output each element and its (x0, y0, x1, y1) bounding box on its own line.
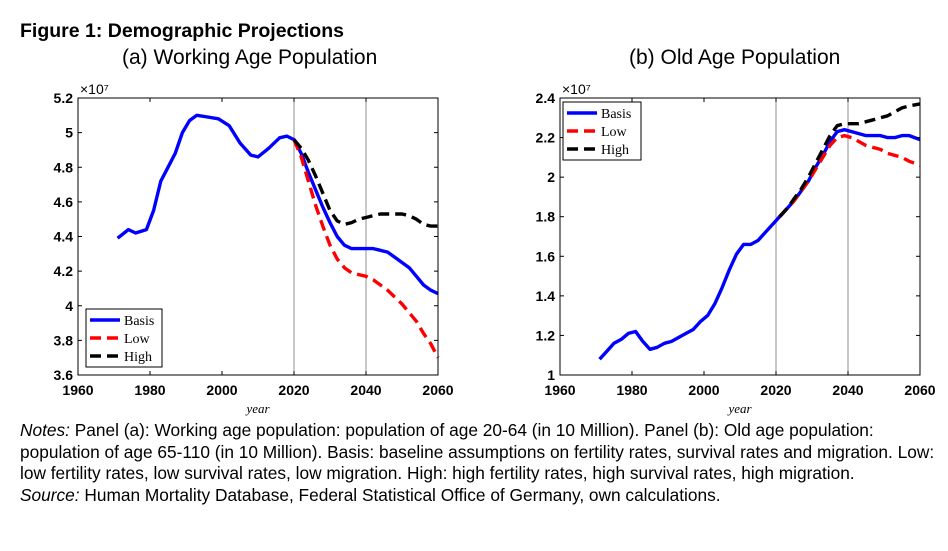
y-tick-label: 3.8 (54, 332, 74, 348)
plot-frame (559, 97, 921, 376)
y-tick-label: 1 (547, 367, 555, 383)
x-tick-label: 2000 (688, 382, 719, 398)
panel-a-title: (a) Working Age Population (122, 46, 378, 69)
y-tick-label: 1.8 (536, 209, 556, 225)
x-tick-label: 1960 (544, 382, 575, 398)
figure-notes: Notes: Panel (a): Working age population… (20, 420, 940, 506)
legend-label-basis: Basis (124, 314, 154, 329)
y-tick-label: 3.6 (54, 367, 74, 383)
notes-text: Panel (a): Working age population: popul… (20, 420, 935, 483)
x-tick-label: 2020 (278, 382, 309, 398)
y-tick-label: 4.2 (54, 263, 74, 279)
notes-paragraph: Notes: Panel (a): Working age population… (20, 420, 940, 485)
y-tick-label: 2 (547, 169, 555, 185)
series-line-high (778, 102, 921, 218)
legend-label-low: Low (601, 125, 628, 140)
y-tick-label: 4.8 (54, 159, 74, 175)
legend-label-low: Low (124, 332, 151, 347)
y-tick-label: 4.6 (54, 194, 74, 210)
y-tick-label: 1.4 (536, 288, 556, 304)
y-tick-label: 1.2 (536, 327, 556, 343)
x-tick-label: 2040 (350, 382, 381, 398)
legend-label-basis: Basis (601, 107, 631, 122)
x-axis-label: year (726, 401, 752, 416)
y-exponent-label: ×10⁷ (562, 81, 591, 97)
figure-title: Figure 1: Demographic Projections (20, 20, 344, 42)
y-tick-label: 5.2 (54, 90, 74, 106)
source-label: Source: (20, 484, 80, 505)
x-tick-label: 1960 (62, 382, 93, 398)
y-exponent-label: ×10⁷ (80, 81, 109, 97)
series-line-basis (598, 127, 921, 361)
y-tick-label: 4.4 (54, 229, 74, 245)
x-tick-label: 1980 (134, 382, 165, 398)
legend-label-high: High (124, 350, 152, 365)
x-axis-label: year (244, 401, 270, 416)
legend-label-high: High (601, 143, 629, 158)
y-tick-label: 5 (65, 125, 73, 141)
series-line-low (292, 138, 440, 359)
y-tick-label: 4 (65, 298, 73, 314)
y-tick-label: 2.2 (536, 130, 556, 146)
x-tick-label: 1980 (616, 382, 647, 398)
y-tick-label: 1.6 (536, 248, 556, 264)
source-text: Human Mortality Database, Federal Statis… (79, 484, 721, 505)
x-tick-label: 2040 (832, 382, 863, 398)
panel-b-title: (b) Old Age Population (629, 46, 841, 69)
x-tick-label: 2000 (206, 382, 237, 398)
y-tick-label: 2.4 (536, 90, 556, 106)
notes-label: Notes: (20, 420, 70, 440)
source-paragraph: Source: Human Mortality Database, Federa… (20, 485, 940, 507)
series-line-low (778, 133, 921, 218)
x-tick-label: 2060 (422, 382, 453, 398)
x-tick-label: 2060 (904, 382, 935, 398)
x-tick-label: 2020 (760, 382, 791, 398)
series-line-high (292, 138, 438, 228)
